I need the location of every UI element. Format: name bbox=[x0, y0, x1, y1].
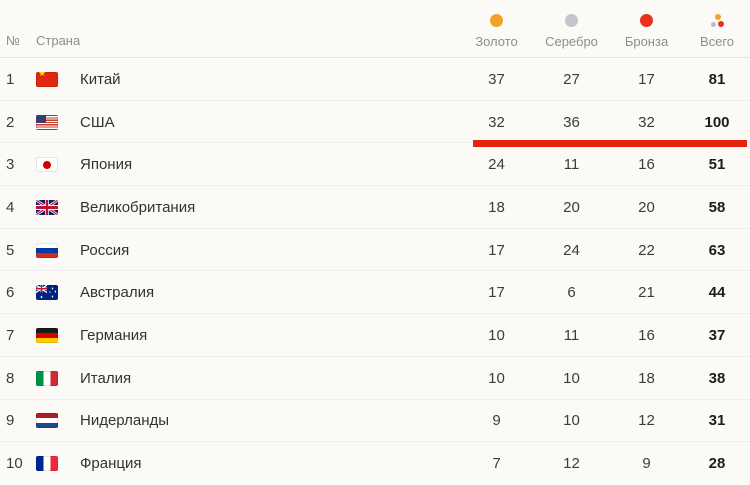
gold-cell: 37 bbox=[488, 70, 505, 88]
header-total: Всего bbox=[684, 0, 750, 58]
australia-flag bbox=[36, 285, 58, 301]
rank-cell: 1 bbox=[6, 70, 15, 88]
silver-cell: 12 bbox=[563, 455, 580, 473]
table-row-italy[interactable]: 8 Италия 10 10 18 38 bbox=[0, 357, 750, 400]
silver-cell: 36 bbox=[563, 113, 580, 131]
table-row-russia[interactable]: 5 Россия 17 24 22 63 bbox=[0, 229, 750, 272]
header-rank: № bbox=[6, 33, 20, 48]
silver-cell: 11 bbox=[563, 326, 580, 344]
total-cell: 28 bbox=[708, 455, 726, 473]
gold-cell: 17 bbox=[488, 241, 505, 259]
bronze-cell: 12 bbox=[638, 412, 655, 430]
italy-flag bbox=[36, 370, 58, 386]
country-cell: Италия bbox=[80, 369, 132, 387]
total-cell: 38 bbox=[708, 369, 726, 387]
header-silver: Серебро bbox=[534, 0, 609, 58]
silver-cell: 20 bbox=[563, 198, 580, 216]
header-bronze-label: Бронза bbox=[624, 34, 669, 49]
rank-cell: 4 bbox=[6, 198, 15, 216]
bronze-cell: 18 bbox=[638, 369, 655, 387]
total-cell: 81 bbox=[708, 70, 726, 88]
gold-cell: 10 bbox=[488, 369, 505, 387]
total-cell: 58 bbox=[708, 198, 726, 216]
rank-cell: 10 bbox=[6, 455, 23, 473]
rank-cell: 9 bbox=[6, 412, 15, 430]
table-row-japan[interactable]: 3 Япония 24 11 16 51 bbox=[0, 143, 750, 186]
table-row-china[interactable]: 1 Китай 37 27 17 81 bbox=[0, 58, 750, 101]
table-row-great-britain[interactable]: 4 Великобритания 18 20 20 58 bbox=[0, 186, 750, 229]
gold-cell: 7 bbox=[492, 455, 501, 473]
bronze-cell: 16 bbox=[638, 326, 655, 344]
bronze-circle-icon bbox=[640, 14, 653, 27]
header-gold-label: Золото bbox=[475, 34, 518, 49]
rank-cell: 6 bbox=[6, 284, 15, 302]
country-cell: Германия bbox=[80, 326, 148, 344]
great-britain-flag bbox=[36, 199, 58, 215]
total-cell: 100 bbox=[704, 113, 730, 131]
header-silver-label: Серебро bbox=[545, 34, 598, 49]
germany-flag bbox=[36, 327, 58, 343]
bronze-cell: 17 bbox=[638, 70, 655, 88]
country-cell: Австралия bbox=[80, 284, 155, 302]
rank-cell: 5 bbox=[6, 241, 15, 259]
header-gold: Золото bbox=[459, 0, 534, 58]
rank-cell: 7 bbox=[6, 326, 15, 344]
total-cell: 63 bbox=[708, 241, 726, 259]
silver-cell: 24 bbox=[563, 241, 580, 259]
netherlands-flag bbox=[36, 413, 58, 429]
country-cell: Франция bbox=[80, 455, 142, 473]
silver-cell: 11 bbox=[563, 156, 580, 174]
country-cell: Китай bbox=[80, 70, 121, 88]
country-cell: США bbox=[80, 113, 115, 131]
gold-circle-icon bbox=[490, 14, 503, 27]
gold-cell: 9 bbox=[492, 412, 501, 430]
gold-cell: 24 bbox=[488, 156, 505, 174]
highlight-underline bbox=[473, 140, 747, 148]
bronze-cell: 32 bbox=[638, 113, 655, 131]
silver-cell: 10 bbox=[563, 412, 580, 430]
total-cell: 51 bbox=[708, 156, 726, 174]
total-cell: 31 bbox=[708, 412, 726, 430]
bronze-cell: 22 bbox=[638, 241, 655, 259]
france-flag bbox=[36, 456, 58, 472]
country-cell: Япония bbox=[80, 156, 133, 174]
header-total-label: Всего bbox=[699, 34, 735, 49]
gold-cell: 18 bbox=[488, 198, 505, 216]
silver-cell: 27 bbox=[563, 70, 580, 88]
table-header: № Страна Золото Серебро Бронза Всего bbox=[0, 0, 750, 58]
table-row-germany[interactable]: 7 Германия 10 11 16 37 bbox=[0, 314, 750, 357]
country-cell: Великобритания bbox=[80, 198, 196, 216]
total-cell: 37 bbox=[708, 326, 726, 344]
silver-cell: 6 bbox=[567, 284, 576, 302]
bronze-cell: 9 bbox=[642, 455, 651, 473]
table-row-france[interactable]: 10 Франция 7 12 9 28 bbox=[0, 442, 750, 485]
china-flag bbox=[36, 71, 58, 87]
country-cell: Нидерланды bbox=[80, 412, 170, 430]
gold-cell: 32 bbox=[488, 113, 505, 131]
table-row-netherlands[interactable]: 9 Нидерланды 9 10 12 31 bbox=[0, 400, 750, 443]
rank-cell: 3 bbox=[6, 156, 15, 174]
gold-cell: 10 bbox=[488, 326, 505, 344]
bronze-cell: 21 bbox=[638, 284, 655, 302]
usa-flag bbox=[36, 114, 58, 130]
total-cell: 44 bbox=[708, 284, 726, 302]
silver-circle-icon bbox=[565, 14, 578, 27]
rank-cell: 2 bbox=[6, 113, 15, 131]
bronze-cell: 20 bbox=[638, 198, 655, 216]
header-bronze: Бронза bbox=[609, 0, 684, 58]
table-row-usa[interactable]: 2 США 32 36 32 100 bbox=[0, 101, 750, 148]
bronze-cell: 16 bbox=[638, 156, 655, 174]
table-row-australia[interactable]: 6 bbox=[0, 271, 750, 314]
header-country: Страна bbox=[36, 33, 81, 48]
silver-cell: 10 bbox=[563, 369, 580, 387]
rank-cell: 8 bbox=[6, 369, 15, 387]
country-cell: Россия bbox=[80, 241, 130, 259]
japan-flag bbox=[36, 157, 58, 173]
gold-cell: 17 bbox=[488, 284, 505, 302]
three-medals-cluster-icon bbox=[710, 14, 725, 27]
russia-flag bbox=[36, 242, 58, 258]
